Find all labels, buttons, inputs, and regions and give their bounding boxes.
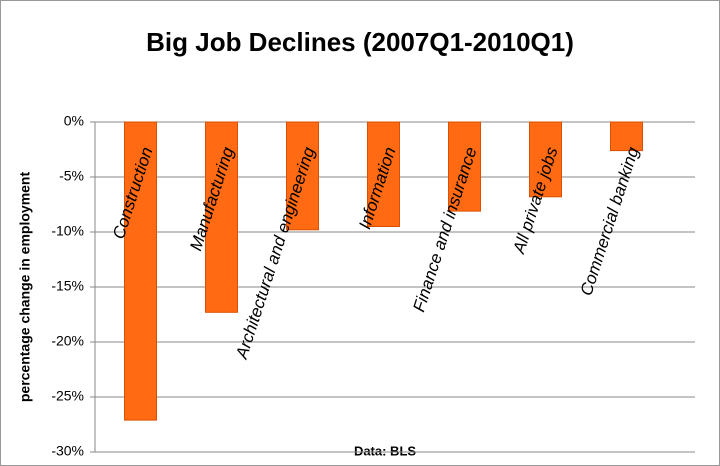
bar [286,121,319,231]
y-tick-label: -20% [51,333,84,349]
y-tick-label: -10% [51,223,84,239]
bar [448,121,481,212]
bar [529,121,562,198]
bar [610,121,643,152]
bar [205,121,238,313]
bar [124,121,157,421]
y-tick-label: -5% [59,168,84,184]
y-axis-label: percentage change in employment [17,172,33,403]
y-tick-label: -30% [51,443,84,459]
y-tick-label: -15% [51,278,84,294]
y-tick-label: -25% [51,388,84,404]
y-tick-label: 0% [64,113,84,129]
chart-title: Big Job Declines (2007Q1-2010Q1) [146,27,574,57]
bar [367,121,400,227]
x-axis-label: Data: BLS [354,443,416,458]
